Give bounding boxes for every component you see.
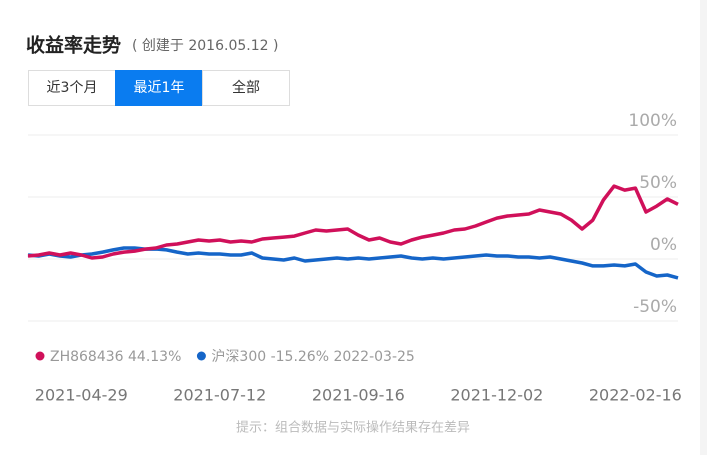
y-tick-label: 0% (650, 235, 677, 255)
y-tick-label: -50% (633, 297, 677, 317)
tab-label[interactable]: 全部 (232, 79, 260, 96)
tab-label[interactable]: 近3个月 (47, 80, 98, 96)
legend-label: ZH868436 44.13% (50, 349, 181, 365)
chart-title: 收益率走势 (26, 34, 121, 57)
x-tick-label: 2021-09-16 (312, 386, 405, 405)
tab[interactable]: 全部 (202, 70, 290, 106)
legend-marker (35, 351, 45, 361)
footer-note: 提示：组合数据与实际操作结果存在差异 (236, 420, 470, 436)
tab-active[interactable]: 最近1年 (115, 70, 203, 106)
series-line (27, 246, 679, 280)
x-tick-label: 2022-02-16 (589, 386, 682, 405)
series-line (27, 184, 679, 260)
x-tick-label: 2021-04-29 (35, 386, 128, 405)
tab[interactable]: 近3个月 (28, 70, 116, 106)
tab-label[interactable]: 最近1年 (134, 80, 185, 96)
legend-marker (196, 351, 206, 361)
y-tick-label: 50% (639, 173, 677, 193)
y-tick-label: 100% (628, 111, 677, 131)
x-tick-label: 2021-12-02 (450, 386, 543, 405)
x-tick-label: 2021-07-12 (173, 386, 266, 405)
legend-label: 沪深300 -15.26% 2022-03-25 (211, 349, 414, 365)
chart-subtitle: ( 创建于 2016.05.12 ) (132, 38, 278, 54)
